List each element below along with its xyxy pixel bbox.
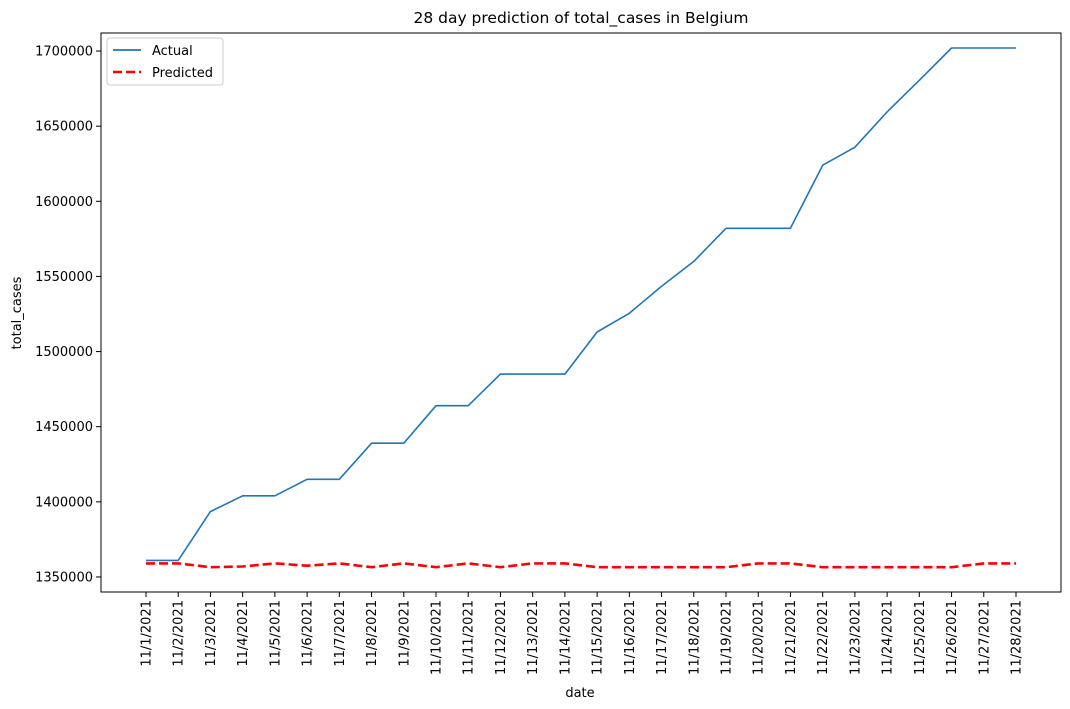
y-tick-label: 1700000: [35, 45, 93, 60]
x-tick-label: 11/24/2021: [881, 600, 896, 675]
series-layer: [146, 47, 1016, 569]
legend-label-actual: Actual: [152, 44, 193, 59]
x-tick-label: 11/6/2021: [301, 600, 316, 667]
x-tick-label: 11/14/2021: [558, 600, 573, 675]
series-line-predicted: [146, 562, 1016, 569]
x-tick-label: 11/11/2021: [462, 600, 477, 675]
x-tick-label: 11/2/2021: [172, 600, 187, 667]
legend: Actual Predicted: [106, 37, 224, 86]
x-tick-label: 11/27/2021: [977, 600, 992, 675]
x-tick-label: 11/7/2021: [333, 600, 348, 667]
x-tick-label: 11/10/2021: [430, 600, 445, 675]
x-tick-label: 11/4/2021: [236, 600, 251, 667]
x-tick-label: 11/17/2021: [655, 600, 670, 675]
x-tick-label: 11/22/2021: [816, 600, 831, 675]
x-tick-label: 11/5/2021: [268, 600, 283, 667]
y-axis: 1350000 1400000 1450000 1500000 1550000 16000…: [35, 45, 101, 585]
y-tick-label: 1650000: [35, 120, 93, 135]
x-tick-label: 11/26/2021: [945, 600, 960, 675]
x-tick-label: 11/28/2021: [1010, 600, 1025, 675]
x-tick-label: 11/23/2021: [848, 600, 863, 675]
y-tick-label: 1600000: [35, 195, 93, 210]
x-axis-label: date: [565, 686, 594, 701]
x-tick-label: 11/25/2021: [913, 600, 928, 675]
y-tick-label: 1350000: [35, 570, 93, 585]
legend-label-predicted: Predicted: [152, 66, 213, 81]
x-tick-label: 11/19/2021: [720, 600, 735, 675]
x-tick-label: 11/18/2021: [687, 600, 702, 675]
x-axis: 11/1/2021 11/2/2021 11/3/2021 11/4/2021 11/5…: [140, 592, 1025, 675]
plot-frame: [100, 32, 1062, 593]
x-tick-label: 11/15/2021: [591, 600, 606, 675]
x-tick-label: 11/13/2021: [526, 600, 541, 675]
y-axis-label: total_cases: [10, 276, 25, 349]
chart-title: 28 day prediction of total_cases in Belg…: [413, 9, 748, 28]
x-tick-label: 11/1/2021: [140, 600, 155, 667]
x-tick-label: 11/21/2021: [784, 600, 799, 675]
x-tick-label: 11/20/2021: [752, 600, 767, 675]
x-tick-label: 11/16/2021: [623, 600, 638, 675]
y-tick-label: 1400000: [35, 495, 93, 510]
y-tick-label: 1450000: [35, 420, 93, 435]
x-tick-label: 11/8/2021: [365, 600, 380, 667]
y-tick-label: 1500000: [35, 345, 93, 360]
y-tick-label: 1550000: [35, 270, 93, 285]
x-tick-label: 11/9/2021: [397, 600, 412, 667]
x-tick-label: 11/12/2021: [494, 600, 509, 675]
x-tick-label: 11/3/2021: [204, 600, 219, 667]
series-line-actual: [146, 47, 1016, 562]
